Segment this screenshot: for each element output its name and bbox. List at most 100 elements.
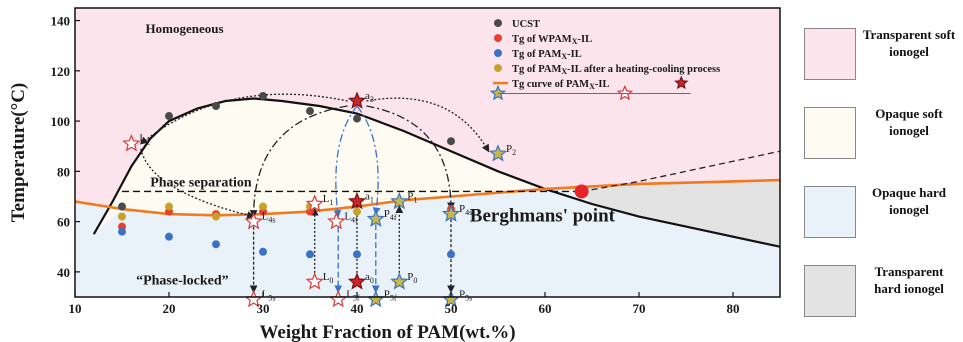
state-star — [674, 75, 689, 90]
x-tick-label: 10 — [69, 301, 82, 316]
legend-marker — [494, 64, 502, 73]
region-swatch — [804, 265, 856, 317]
plot-regions — [75, 8, 780, 297]
state-star — [122, 134, 141, 152]
x-axis-label: Weight Fraction of PAM(wt.%) — [259, 322, 515, 342]
y-tick-label: 60 — [57, 215, 70, 230]
region-legend-item: Transparent soft ionogel — [804, 22, 955, 80]
tg_after-point — [118, 212, 126, 221]
tg_pam-point — [165, 232, 173, 241]
plot-curves — [75, 97, 780, 248]
state-label-sub: 0 — [329, 276, 333, 285]
legend-label: UCST — [512, 19, 540, 30]
state-stars — [122, 75, 689, 308]
state-label-sub: 1 — [413, 196, 417, 205]
state-star — [305, 272, 324, 290]
region-legend-item: Opaque hard ionogel — [804, 180, 954, 238]
state-star — [305, 194, 324, 212]
state-label-sub: 5s — [465, 294, 472, 303]
state-star — [441, 204, 461, 222]
legend-suffix: -IL — [595, 79, 610, 90]
y-tick-label: 40 — [57, 265, 70, 280]
state-star — [347, 191, 367, 210]
ucst-point — [353, 114, 361, 123]
state-label: P1 — [407, 191, 417, 205]
arc-a3-p4s — [366, 105, 455, 211]
y-tick-label: 120 — [51, 64, 71, 79]
state-label-sub: 4s — [465, 208, 472, 217]
legend-suffix: -IL — [567, 49, 582, 60]
state-label-sub: 5f — [353, 294, 360, 303]
ucst-point — [259, 91, 267, 100]
ucst-point — [306, 107, 314, 116]
state-label: a1 — [365, 191, 374, 205]
legend-marker — [494, 19, 502, 28]
ucst-point — [212, 102, 220, 111]
region-label-phase-separation: Phase separation — [150, 175, 252, 190]
state-label-sub: 4s — [268, 216, 275, 225]
state-label-sub: 1 — [329, 198, 333, 207]
legend-marker — [494, 49, 502, 58]
ucst-curve — [92, 97, 780, 248]
state-star — [390, 191, 409, 210]
region-label-phase-locked: “Phase-locked” — [136, 273, 229, 288]
region-legend-item: Opaque soft ionogel — [804, 101, 954, 159]
state-star — [327, 212, 346, 230]
state-label: P2 — [506, 143, 516, 157]
berghmans-point — [574, 184, 589, 199]
y-axis-label: Temperature(°C) — [8, 83, 29, 223]
region-swatch — [804, 186, 856, 238]
x-tick-label: 20 — [163, 301, 176, 316]
region-swatch — [804, 28, 856, 80]
arc-a3-p4f — [356, 105, 381, 216]
x-tick-label: 80 — [727, 301, 740, 316]
plot-texts: L2L4sL5sL1L0L4fL5fa3a1a0P4fP5fP1P0P4sP5s… — [136, 21, 616, 302]
state-label-sub: 4f — [351, 216, 358, 225]
legend-label: Tg curve of PAMX-IL — [512, 79, 609, 91]
tg_after-point — [212, 212, 220, 221]
arc-a3-l2 — [139, 93, 348, 145]
state-star — [390, 272, 409, 290]
state-label: P0 — [407, 271, 417, 285]
region-legend-label: Opaque soft ionogel — [875, 106, 943, 138]
arc-a3-l4s — [249, 105, 348, 218]
tg_after-point — [259, 202, 267, 211]
transparent-hard-region — [581, 180, 780, 247]
state-label: a3 — [365, 90, 374, 104]
arc-a3-p2 — [366, 97, 490, 153]
legend-label: Tg of WPAMX-IL — [512, 34, 592, 46]
region-legend: Transparent soft ionogel Opaque soft ion… — [790, 0, 963, 342]
region-label-homogeneous: Homogeneous — [146, 21, 224, 36]
legend-suffix: -IL after a heating-cooling process — [567, 64, 720, 75]
tg_pam-point — [447, 250, 455, 259]
legend-suffix: -IL — [577, 34, 592, 45]
x-tick-label: 50 — [445, 301, 458, 316]
ucst-point — [118, 202, 126, 211]
region-legend-item: Transparent hard ionogel — [804, 259, 954, 317]
berghmans-label: Berghmans' point — [470, 206, 616, 227]
tg_after-point — [165, 202, 173, 211]
x-tick-label: 40 — [351, 301, 364, 316]
state-label: L2 — [139, 133, 150, 147]
region-legend-label: Opaque hard ionogel — [871, 185, 947, 217]
state-star — [347, 91, 367, 109]
path-arrows — [139, 93, 490, 294]
state-star — [488, 144, 508, 162]
state-label-sub: 1 — [370, 196, 374, 205]
state-label-sub: 0 — [413, 276, 417, 285]
tg_pam-point — [212, 240, 220, 249]
x-tick-label: 70 — [633, 301, 646, 316]
legend-sub: X — [589, 82, 595, 91]
state-label-sub: 4f — [390, 213, 397, 222]
arc-a3-l4f — [333, 105, 358, 218]
tg_after-point — [353, 207, 361, 216]
dashed-extension — [581, 150, 780, 193]
state-label-sub: 0 — [370, 276, 374, 285]
state-label-sub: 2 — [512, 148, 516, 157]
state-star — [244, 212, 263, 230]
legend: UCST Tg of WPAMX-IL Tg of PAMX-IL Tg of PAM… — [493, 19, 720, 94]
state-star — [489, 84, 507, 101]
region-legend-label: Transparent hard ionogel — [874, 264, 944, 296]
tg-curve — [75, 178, 780, 217]
